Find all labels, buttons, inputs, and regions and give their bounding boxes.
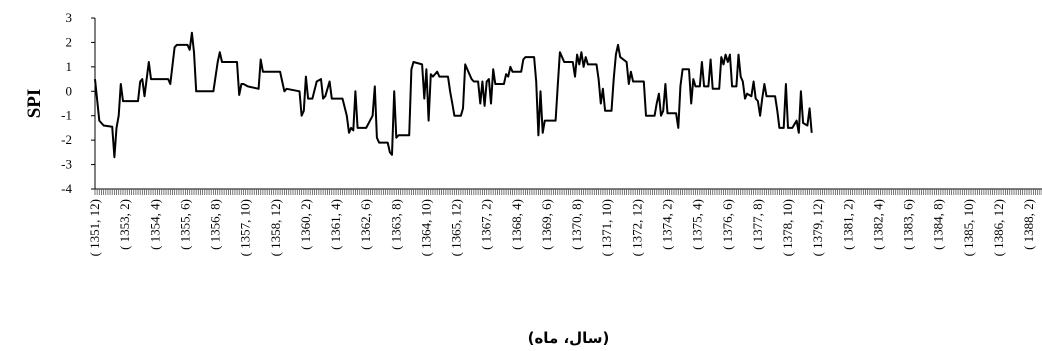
spi-series-line bbox=[94, 31, 813, 159]
x-axis: ( 1351, 12) ( 1353, 2) ( 1354, 4) ( 1355, 6… bbox=[87, 188, 1042, 256]
x-tick-label: ( 1374, 2) bbox=[660, 199, 675, 250]
y-tick-label: -3 bbox=[61, 157, 72, 172]
x-tick-label: ( 1364, 10) bbox=[418, 199, 433, 256]
y-axis: 3 2 1 0 -1 -2 -3 -4 bbox=[61, 10, 96, 196]
x-tick-label: ( 1371, 10) bbox=[599, 199, 614, 256]
x-tick-label: ( 1360, 2) bbox=[298, 199, 313, 250]
x-axis-label: (سال، ماه) bbox=[528, 329, 610, 347]
x-tick-label: ( 1379, 12) bbox=[810, 199, 825, 256]
x-tick-label: ( 1356, 8) bbox=[208, 199, 223, 250]
x-tick-label: ( 1372, 12) bbox=[629, 199, 644, 256]
x-tick-label: ( 1375, 4) bbox=[690, 199, 705, 250]
x-tick-label: ( 1382, 4) bbox=[870, 199, 885, 250]
x-tick-label: ( 1388, 2) bbox=[1021, 199, 1036, 250]
x-tick-label: ( 1358, 12) bbox=[268, 199, 283, 256]
x-tick-label: ( 1385, 10) bbox=[961, 199, 976, 256]
y-tick-label: 2 bbox=[66, 34, 73, 49]
y-tick-label: 1 bbox=[66, 59, 73, 74]
x-tick-label: ( 1377, 8) bbox=[750, 199, 765, 250]
x-tick-label: ( 1362, 6) bbox=[358, 199, 373, 250]
series-group bbox=[94, 31, 813, 159]
x-tick-label: ( 1357, 10) bbox=[238, 199, 253, 256]
x-tick-label: ( 1368, 4) bbox=[509, 199, 524, 250]
x-tick-label: ( 1361, 4) bbox=[328, 199, 343, 250]
y-tick-label: -2 bbox=[61, 132, 72, 147]
x-tick-label: ( 1355, 6) bbox=[177, 199, 192, 250]
x-tick-label: ( 1369, 6) bbox=[539, 199, 554, 250]
x-tick-label: ( 1384, 8) bbox=[931, 199, 946, 250]
x-tick-label: ( 1365, 12) bbox=[449, 199, 464, 256]
x-tick-label: ( 1376, 6) bbox=[720, 199, 735, 250]
y-tick-label: 3 bbox=[66, 10, 73, 25]
y-tick-label: 0 bbox=[66, 83, 73, 98]
x-tick-label: ( 1381, 2) bbox=[840, 199, 855, 250]
x-tick-label: ( 1363, 8) bbox=[388, 199, 403, 250]
x-tick-label: ( 1378, 10) bbox=[780, 199, 795, 256]
x-tick-label: ( 1353, 2) bbox=[117, 199, 132, 250]
y-tick-label: -4 bbox=[61, 181, 72, 196]
x-tick-label: ( 1351, 12) bbox=[87, 199, 102, 256]
x-tick-label: ( 1354, 4) bbox=[147, 199, 162, 250]
y-axis-label: SPI bbox=[24, 89, 45, 119]
y-tick-label: -1 bbox=[61, 108, 72, 123]
x-tick-label: ( 1367, 2) bbox=[479, 199, 494, 250]
x-tick-label: ( 1370, 8) bbox=[569, 199, 584, 250]
x-tick-label: ( 1383, 6) bbox=[901, 199, 916, 250]
x-tick-label: ( 1386, 12) bbox=[991, 199, 1006, 256]
